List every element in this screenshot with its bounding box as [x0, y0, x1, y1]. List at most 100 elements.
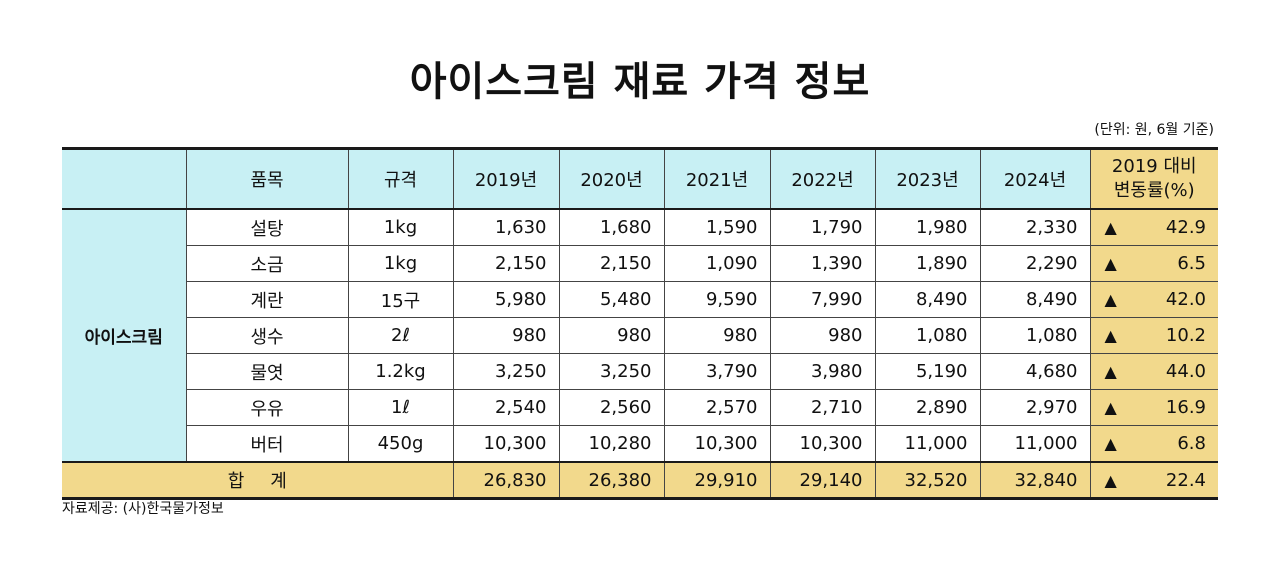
- up-triangle-icon: ▲: [1104, 290, 1117, 309]
- header-year-2023: 2023년: [874, 148, 980, 209]
- price-cell: 1,790: [769, 209, 875, 246]
- change-cell: ▲ 16.9: [1089, 389, 1218, 426]
- price-cell: 2,710: [769, 389, 875, 426]
- price-cell: 1,080: [874, 317, 980, 354]
- up-triangle-icon: ▲: [1104, 218, 1117, 237]
- change-cell: ▲ 10.2: [1089, 317, 1218, 354]
- price-cell: 10,280: [558, 425, 664, 463]
- price-cell: 10,300: [663, 425, 770, 463]
- price-cell: 3,250: [452, 353, 559, 390]
- change-value: 44.0: [1165, 361, 1206, 382]
- item-cell: 계란: [185, 281, 348, 318]
- price-cell: 2,540: [452, 389, 559, 426]
- price-cell: 2,150: [558, 245, 664, 282]
- total-2024: 32,840: [979, 462, 1090, 499]
- price-table: 품목 규격 2019년 2020년 2021년 2022년 2023년 2024…: [62, 147, 1218, 500]
- total-row: 합계 26,830 26,380 29,910 29,140 32,520 32…: [62, 462, 1218, 499]
- item-cell: 소금: [185, 245, 348, 282]
- item-cell: 설탕: [185, 209, 348, 246]
- change-cell: ▲ 42.0: [1089, 281, 1218, 318]
- price-cell: 8,490: [979, 281, 1090, 318]
- total-change-value: 22.4: [1165, 469, 1206, 491]
- spec-cell: 2ℓ: [347, 317, 453, 354]
- change-cell: ▲ 42.9: [1089, 209, 1218, 246]
- price-cell: 9,590: [663, 281, 770, 318]
- header-row: 품목 규격 2019년 2020년 2021년 2022년 2023년 2024…: [62, 148, 1218, 209]
- header-year-2021: 2021년: [663, 148, 770, 209]
- up-triangle-icon: ▲: [1104, 254, 1117, 273]
- spec-cell: 1kg: [347, 245, 453, 282]
- price-cell: 1,890: [874, 245, 980, 282]
- price-cell: 2,570: [663, 389, 770, 426]
- price-cell: 5,980: [452, 281, 559, 318]
- price-cell: 7,990: [769, 281, 875, 318]
- price-cell: 11,000: [874, 425, 980, 463]
- price-cell: 2,890: [874, 389, 980, 426]
- header-year-2024: 2024년: [979, 148, 1090, 209]
- price-cell: 2,970: [979, 389, 1090, 426]
- price-cell: 3,250: [558, 353, 664, 390]
- up-triangle-icon: ▲: [1104, 398, 1117, 417]
- price-cell: 4,680: [979, 353, 1090, 390]
- change-value: 16.9: [1165, 397, 1206, 418]
- table-row: 물엿 1.2kg 3,250 3,250 3,790 3,980 5,190 4,680 ▲ 44…: [62, 353, 1218, 390]
- price-cell: 980: [663, 317, 770, 354]
- price-cell: 11,000: [979, 425, 1090, 463]
- change-cell: ▲ 44.0: [1089, 353, 1218, 390]
- price-cell: 5,480: [558, 281, 664, 318]
- up-triangle-icon: ▲: [1104, 470, 1117, 490]
- category-cell: 아이스크림: [62, 209, 186, 463]
- change-value: 42.9: [1165, 217, 1206, 238]
- total-2020: 26,380: [558, 462, 664, 499]
- change-value: 10.2: [1165, 325, 1206, 346]
- price-cell: 1,630: [452, 209, 559, 246]
- spec-cell: 1ℓ: [347, 389, 453, 426]
- item-cell: 생수: [185, 317, 348, 354]
- price-cell: 8,490: [874, 281, 980, 318]
- spec-cell: 450g: [347, 425, 453, 463]
- change-cell: ▲ 6.8: [1089, 425, 1218, 463]
- up-triangle-icon: ▲: [1104, 326, 1117, 345]
- table-row: 버터 450g 10,300 10,280 10,300 10,300 11,000 11,0…: [62, 425, 1218, 463]
- price-cell: 2,330: [979, 209, 1090, 246]
- total-2022: 29,140: [769, 462, 875, 499]
- price-cell: 10,300: [769, 425, 875, 463]
- header-change-line2: 변동률(%): [1113, 180, 1195, 201]
- price-cell: 2,150: [452, 245, 559, 282]
- header-change-rate: 2019 대비 변동률(%): [1089, 148, 1218, 209]
- price-cell: 3,980: [769, 353, 875, 390]
- price-cell: 980: [769, 317, 875, 354]
- unit-note: (단위: 원, 6월 기준): [1094, 122, 1214, 138]
- table-row: 아이스크림 설탕 1kg 1,630 1,680 1,590 1,790 1,980 2,330…: [62, 209, 1218, 463]
- total-2019: 26,830: [452, 462, 559, 499]
- price-cell: 980: [452, 317, 559, 354]
- price-cell: 1,590: [663, 209, 770, 246]
- item-cell: 버터: [185, 425, 348, 463]
- total-2023: 32,520: [874, 462, 980, 499]
- header-spec: 규격: [347, 148, 453, 209]
- change-value: 6.5: [1177, 253, 1206, 274]
- spec-cell: 15구: [347, 281, 453, 318]
- total-label: 합계: [62, 462, 453, 499]
- header-year-2020: 2020년: [558, 148, 664, 209]
- total-2021: 29,910: [663, 462, 770, 499]
- price-cell: 1,680: [558, 209, 664, 246]
- item-cell: 우유: [185, 389, 348, 426]
- price-cell: 5,190: [874, 353, 980, 390]
- price-cell: 10,300: [452, 425, 559, 463]
- header-year-2022: 2022년: [769, 148, 875, 209]
- up-triangle-icon: ▲: [1104, 362, 1117, 381]
- source-note: 자료제공: (사)한국물가정보: [62, 501, 224, 517]
- total-change: ▲ 22.4: [1089, 462, 1218, 499]
- up-triangle-icon: ▲: [1104, 434, 1117, 453]
- price-cell: 3,790: [663, 353, 770, 390]
- price-cell: 2,290: [979, 245, 1090, 282]
- header-year-2019: 2019년: [452, 148, 559, 209]
- header-category: [62, 148, 186, 209]
- spec-cell: 1kg: [347, 209, 453, 246]
- table-row: 우유 1ℓ 2,540 2,560 2,570 2,710 2,890 2,970 ▲ 16.9: [62, 389, 1218, 426]
- price-cell: 1,080: [979, 317, 1090, 354]
- header-item: 품목: [185, 148, 348, 209]
- item-cell: 물엿: [185, 353, 348, 390]
- change-cell: ▲ 6.5: [1089, 245, 1218, 282]
